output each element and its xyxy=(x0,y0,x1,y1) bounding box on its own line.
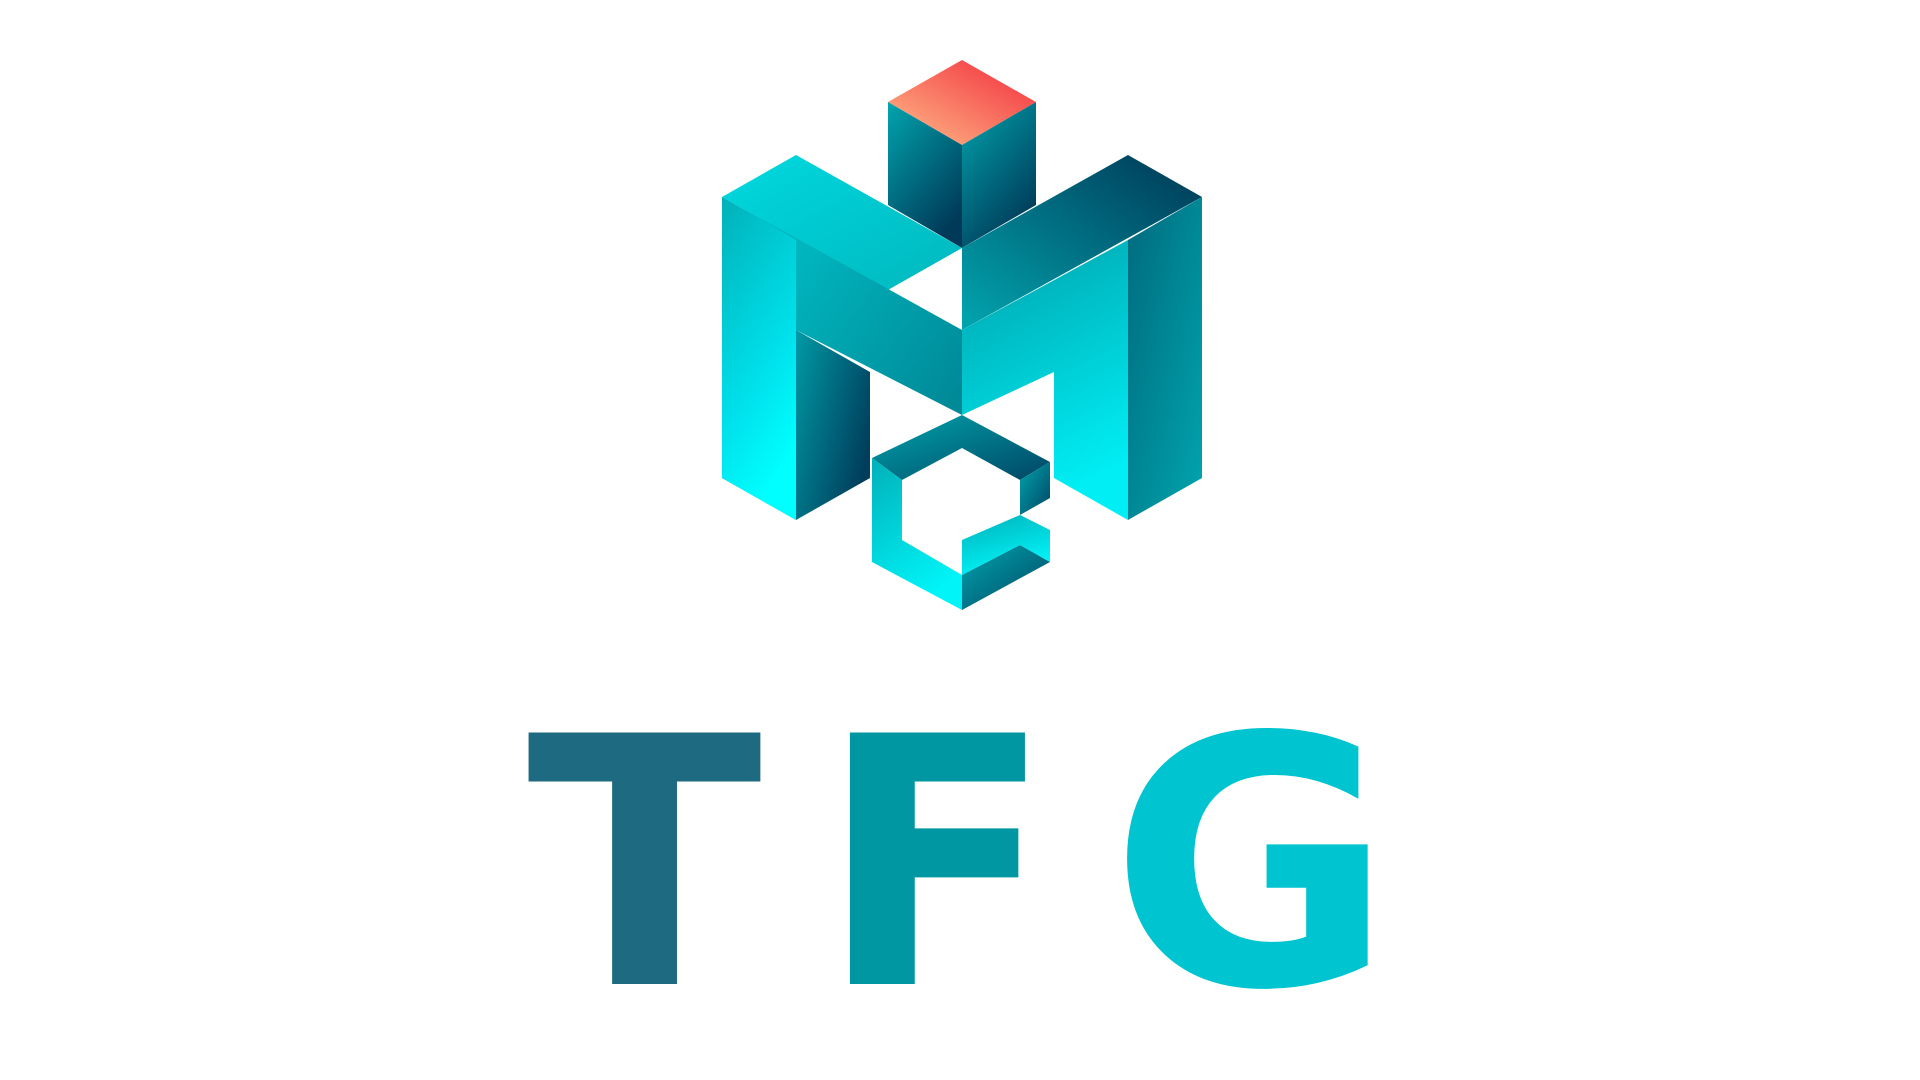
isometric-m-c-cube-icon xyxy=(722,60,1202,610)
wordmark-letter-g: G xyxy=(1109,664,1394,1066)
wordmark-letter-f: F xyxy=(818,664,1054,1066)
wordmark: T F G xyxy=(0,690,1920,1040)
wordmark-letter-t: T xyxy=(526,664,763,1066)
